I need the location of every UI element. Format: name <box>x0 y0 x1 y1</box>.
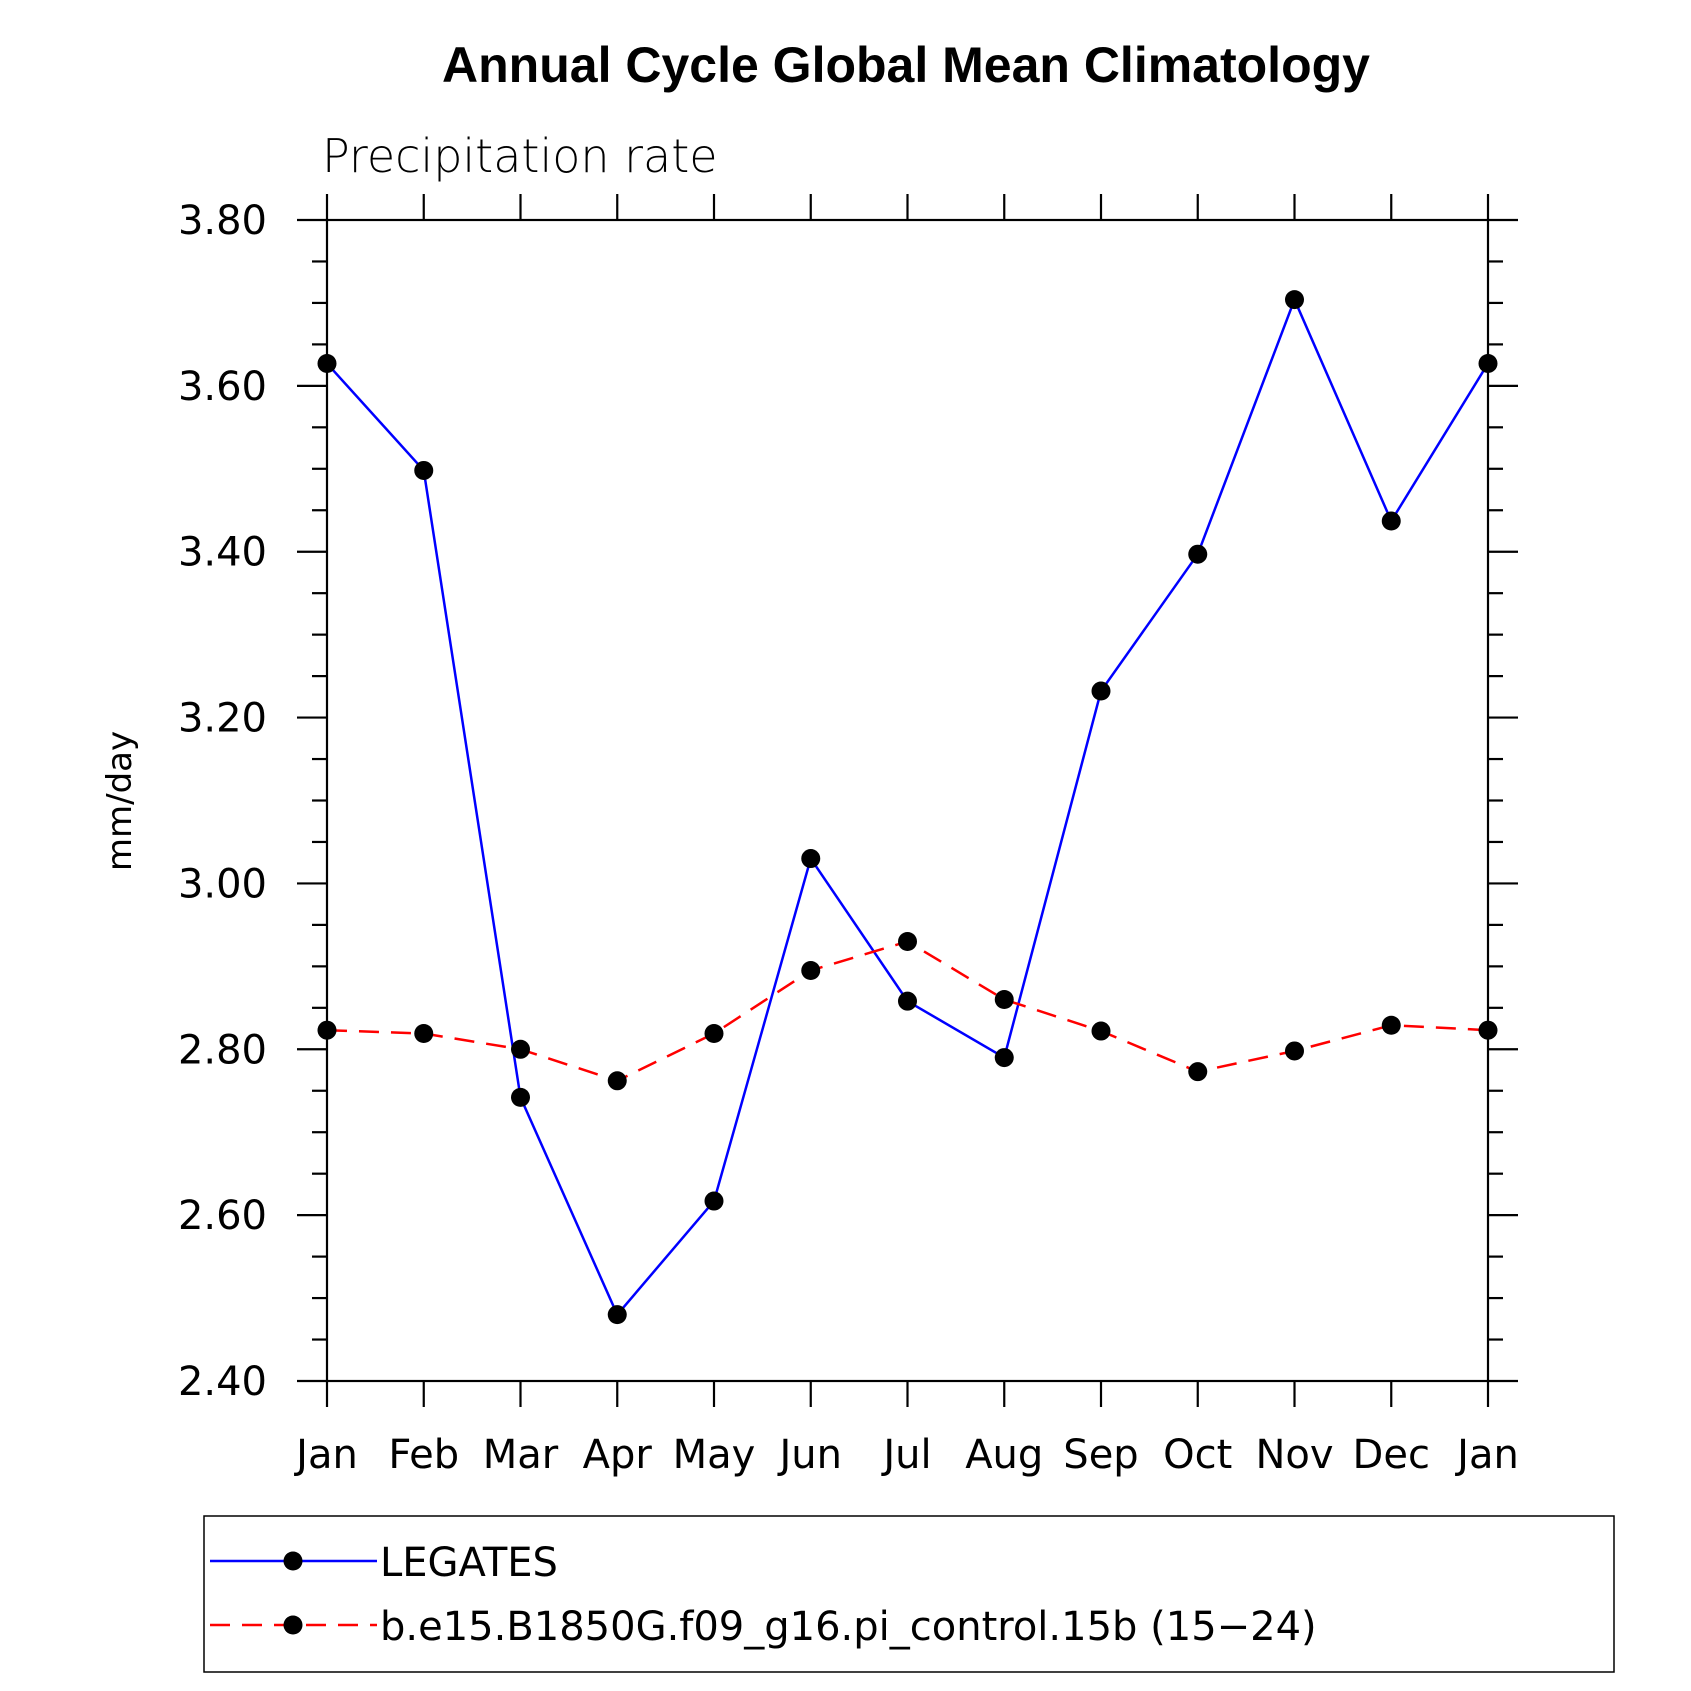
y-tick-labels: 2.40 2.60 2.80 3.00 3.20 3.40 3.60 3.80 <box>178 198 267 1405</box>
legend-box <box>203 1515 1615 1673</box>
series-0-point <box>607 1305 627 1325</box>
series-0-point <box>1188 544 1208 564</box>
series-line-0 <box>326 296 1490 1317</box>
series-0-point <box>801 849 821 869</box>
y-tick-label: 3.60 <box>178 364 267 410</box>
series-0-point <box>704 1191 724 1211</box>
series-1-point <box>1478 1020 1498 1040</box>
series-1-point <box>1285 1041 1304 1061</box>
legend: LEGATES b.e15.B1850G.f09_g16.pi_control.1… <box>203 1515 1615 1673</box>
y-tick-label: 2.80 <box>178 1027 267 1073</box>
x-tick-label: Feb <box>388 1432 459 1478</box>
legend-label-1: b.e15.B1850G.f09_g16.pi_control.15b (15−… <box>380 1604 1317 1650</box>
x-tick-label: Mar <box>483 1432 559 1478</box>
x-tick-labels: Jan Feb Mar Apr May Jun Jul Aug Sep Oct Nov Dec Jan <box>293 1432 1519 1478</box>
series-1-point <box>994 990 1014 1010</box>
series-1-point <box>704 1024 724 1044</box>
chart-title: Annual Cycle Global Mean Climatology <box>442 37 1370 93</box>
y-tick-label: 3.20 <box>178 696 267 742</box>
series-0-point <box>511 1087 530 1107</box>
plot-frame <box>325 218 1490 1383</box>
legend-marker-1 <box>283 1615 303 1635</box>
y-axis-label: mm/day <box>100 731 140 871</box>
x-tick-label: Jan <box>293 1432 358 1478</box>
x-tick-label: Apr <box>583 1432 653 1478</box>
series-1-point <box>898 931 917 951</box>
series-1-point <box>1091 1021 1111 1041</box>
series-0-point <box>1381 511 1401 531</box>
x-tick-label: Dec <box>1353 1432 1430 1478</box>
series-0-point <box>898 991 917 1011</box>
y-tick-label: 3.00 <box>178 861 267 907</box>
y-tick-label: 2.40 <box>178 1359 267 1405</box>
series-0-point <box>1478 353 1498 373</box>
series-line-1 <box>326 940 1489 1083</box>
series-0-point <box>994 1048 1014 1068</box>
series-1-point <box>511 1039 530 1059</box>
series-1-point <box>414 1024 434 1044</box>
series-1-point <box>317 1020 337 1040</box>
x-tick-label: May <box>673 1432 756 1478</box>
x-tick-label: Jun <box>777 1432 843 1478</box>
series-0-point <box>317 353 337 373</box>
series-1-point <box>1188 1062 1208 1082</box>
axes-frame <box>297 194 1518 1407</box>
series-1-point <box>607 1071 627 1091</box>
x-tick-label: Oct <box>1163 1432 1232 1478</box>
legend-label-0: LEGATES <box>380 1540 558 1586</box>
y-tick-label: 2.60 <box>178 1193 267 1239</box>
legend-marker-0 <box>283 1551 303 1571</box>
series-0-point <box>414 460 434 480</box>
y-tick-label: 3.80 <box>178 198 267 244</box>
series-1-point <box>1381 1015 1401 1035</box>
series-1-point <box>801 961 821 981</box>
y-tick-label: 3.40 <box>178 530 267 576</box>
x-tick-label: Nov <box>1255 1432 1333 1478</box>
x-tick-label: Sep <box>1063 1432 1138 1478</box>
x-tick-label: Aug <box>965 1432 1043 1478</box>
series-0-point <box>1091 681 1111 701</box>
series-group <box>317 290 1498 1325</box>
x-tick-label: Jan <box>1454 1432 1519 1478</box>
x-tick-label: Jul <box>880 1432 931 1478</box>
chart-subtitle: Precipitation rate <box>322 129 718 183</box>
series-0-point <box>1285 290 1304 310</box>
